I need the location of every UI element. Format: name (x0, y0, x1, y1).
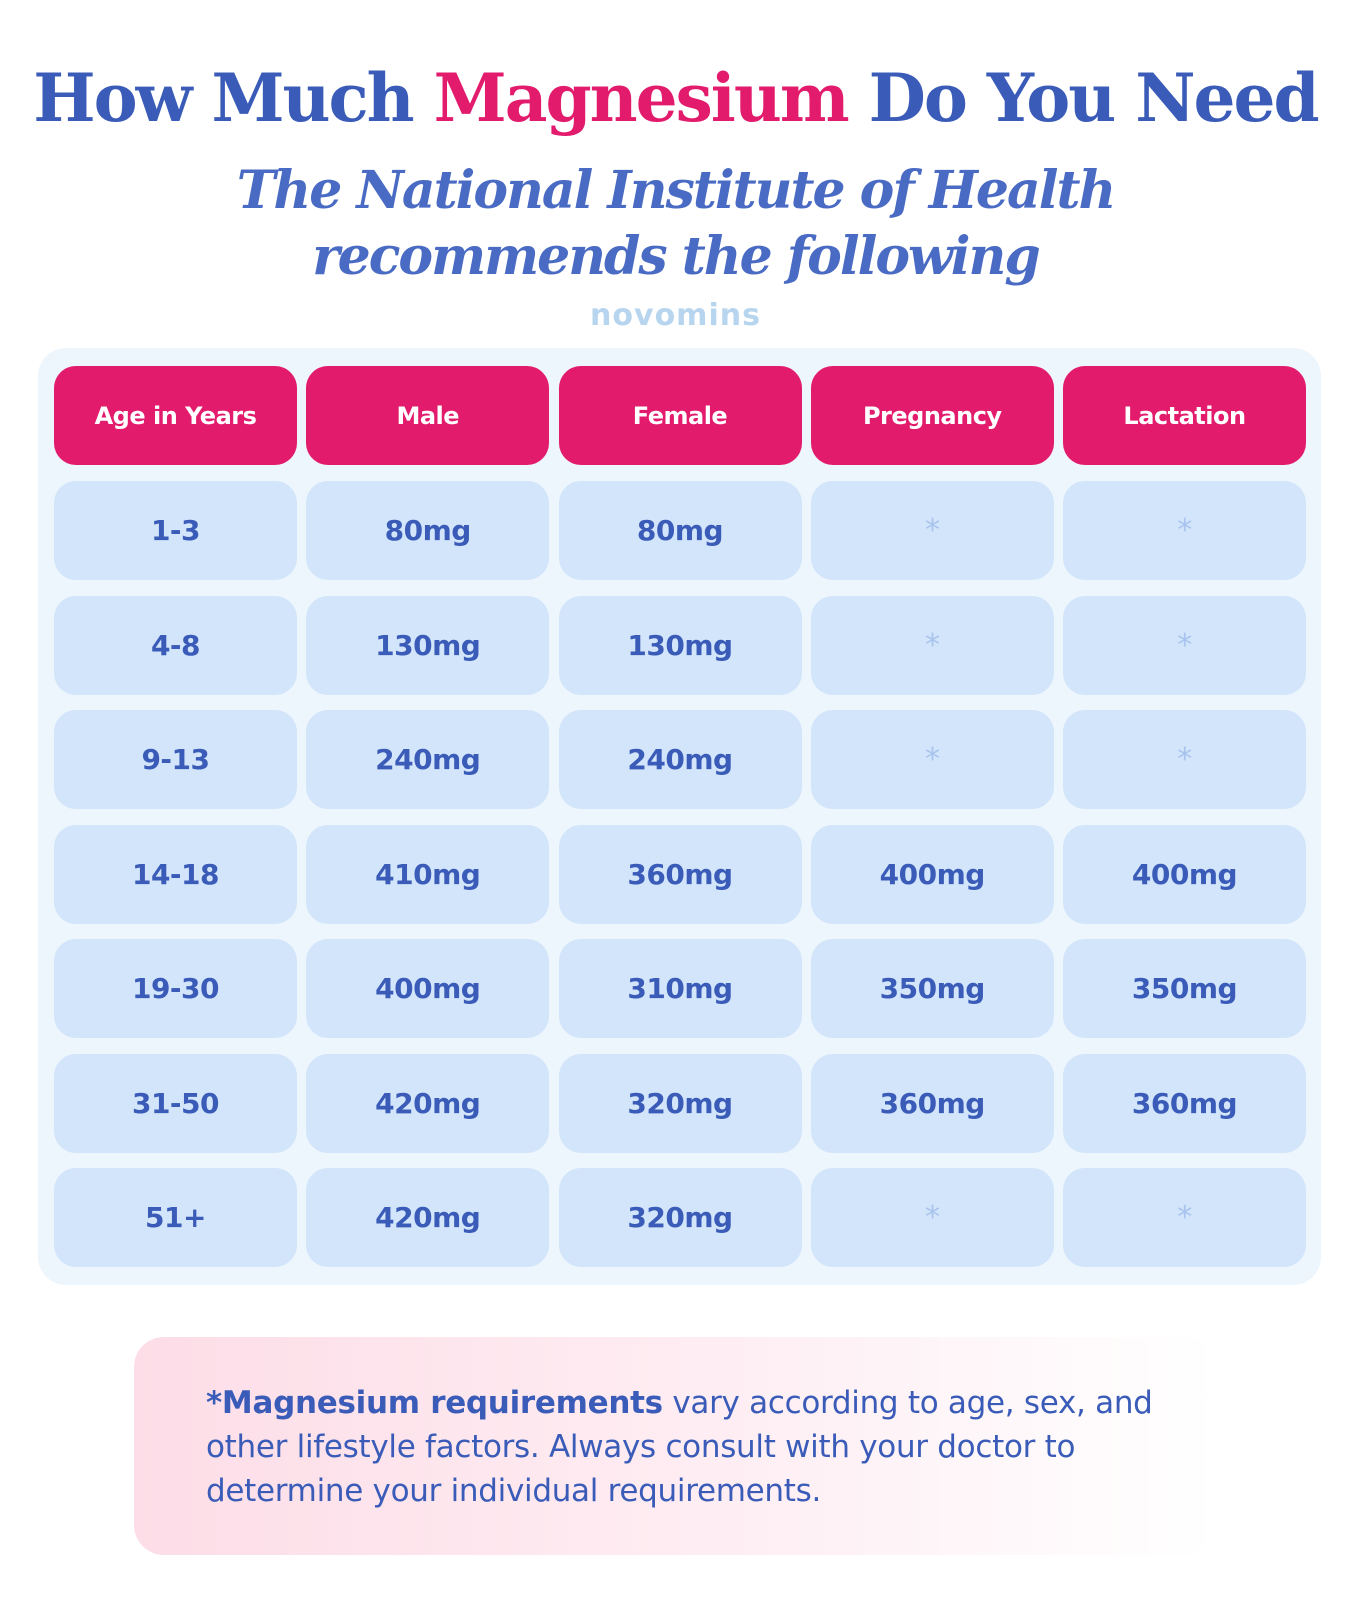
disclaimer-body: vary according to age, sex, and other li… (206, 1385, 1153, 1509)
table-cell: 360mg (810, 1053, 1054, 1153)
title-part-2: Do You Need (847, 59, 1320, 137)
table-cell: * (1063, 710, 1306, 809)
table-cell: * (1063, 1168, 1306, 1267)
page-subtitle: The National Institute of Health recomme… (0, 158, 1351, 290)
magnesium-table: Age in Years Male Female Pregnancy Lactation… (54, 366, 1306, 1283)
table-cell: * (810, 481, 1054, 580)
table-cell: 320mg (558, 1168, 802, 1267)
title-part-1: How Much (33, 59, 434, 137)
table-cell: 400mg (1063, 824, 1306, 924)
table-cell: 80mg (306, 481, 550, 580)
table-cell: 240mg (306, 710, 550, 809)
age-group-cell: 4-8 (54, 595, 297, 695)
table-cell: 350mg (1063, 939, 1306, 1038)
table-cell: 420mg (306, 1168, 550, 1267)
age-group-cell: 31-50 (54, 1053, 297, 1153)
table-cell: 130mg (558, 595, 802, 695)
age-group-cell: 19-30 (54, 939, 297, 1038)
column-header: Lactation (1063, 366, 1306, 465)
table-cell: 420mg (306, 1053, 550, 1153)
table-cell: 240mg (558, 710, 802, 809)
table-cell: 360mg (558, 824, 802, 924)
column-header: Female (558, 366, 802, 465)
age-group-cell: 51+ (54, 1168, 297, 1267)
disclaimer-note: *Magnesium requirements vary according t… (134, 1337, 1216, 1555)
column-header: Age in Years (54, 366, 297, 465)
disclaimer-text: *Magnesium requirements vary according t… (206, 1381, 1166, 1513)
age-group-cell: 14-18 (54, 824, 297, 924)
table-cell: 130mg (306, 595, 550, 695)
table-cell: * (810, 710, 1054, 809)
table-cell: * (810, 1168, 1054, 1267)
table-cell: * (1063, 481, 1306, 580)
table-cell: * (810, 595, 1054, 695)
brand-logo: novomins (590, 298, 761, 333)
disclaimer-bold: *Magnesium requirements (206, 1385, 663, 1421)
table-cell: 350mg (810, 939, 1054, 1038)
age-group-cell: 9-13 (54, 710, 297, 809)
age-group-cell: 1-3 (54, 481, 297, 580)
table-cell: 400mg (810, 824, 1054, 924)
title-highlight: Magnesium (433, 59, 850, 137)
column-header: Male (306, 366, 550, 465)
subtitle-line-1: The National Institute of Health (236, 160, 1117, 221)
table-cell: 400mg (306, 939, 550, 1038)
table-cell: 310mg (558, 939, 802, 1038)
table-cell: 360mg (1063, 1053, 1306, 1153)
table-cell: * (1063, 595, 1306, 695)
table-cell: 320mg (558, 1053, 802, 1153)
page-title: How Much Magnesium Do You Need (0, 52, 1351, 144)
subtitle-line-2: recommends the following (312, 226, 1040, 287)
table-cell: 80mg (558, 481, 802, 580)
table-cell: 410mg (306, 824, 550, 924)
column-header: Pregnancy (810, 366, 1054, 465)
